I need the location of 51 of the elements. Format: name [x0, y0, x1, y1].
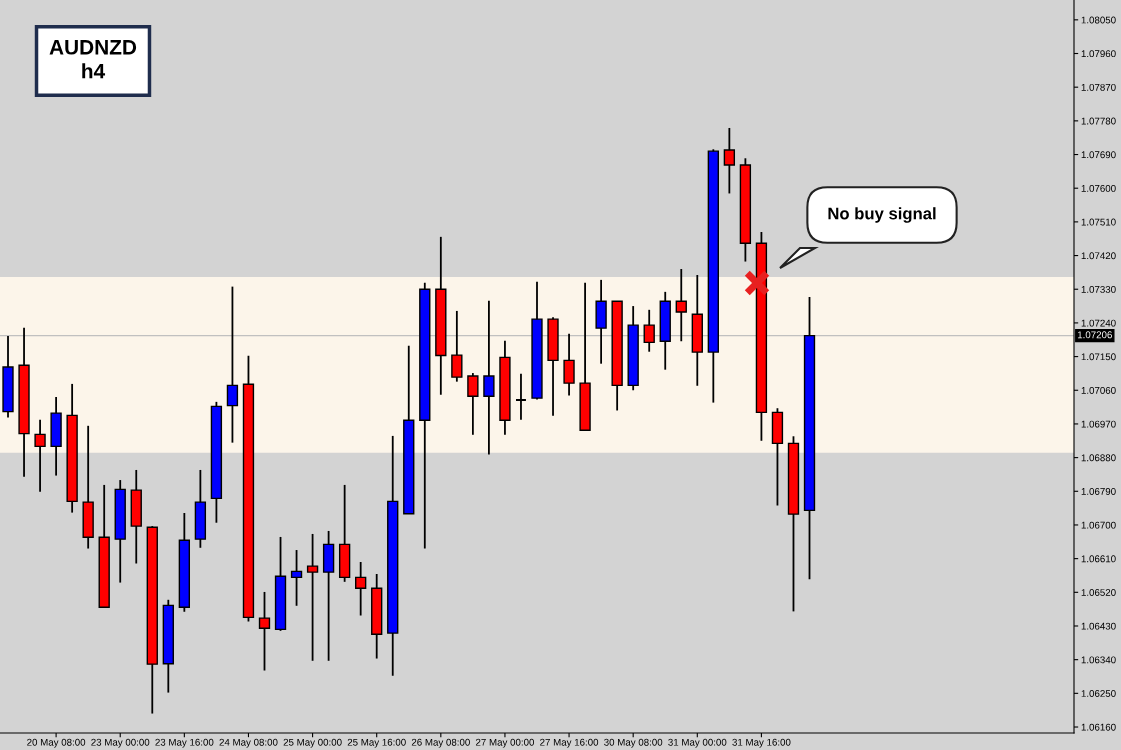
- y-tick-label: 1.06520: [1081, 589, 1116, 596]
- candlestick: [34, 418, 46, 493]
- y-tick-label: 1.06160: [1081, 723, 1116, 731]
- candlestick: [451, 310, 463, 383]
- text: AUDNZD h4: [49, 40, 137, 79]
- x-tick-label: 26 May 08:00: [411, 738, 470, 748]
- x-tick-label: 27 May 16:00: [540, 738, 599, 748]
- y-tick-label: 1.06430: [1081, 622, 1116, 630]
- candlestick: [258, 591, 271, 672]
- candlestick: [675, 268, 687, 343]
- x-tick-label: 23 May 16:00: [155, 738, 214, 748]
- y-tick-label: 1.06250: [1081, 690, 1116, 697]
- y-tick-label: 1.07330: [1081, 285, 1116, 293]
- y-tick-label: 1.06610: [1081, 555, 1116, 563]
- y-tick-label: 1.08050: [1081, 16, 1116, 24]
- candlestick: [306, 533, 319, 662]
- annotation: No buy signal: [828, 207, 936, 223]
- candlestick: [514, 372, 528, 421]
- y-tick-label: 1.07870: [1081, 83, 1116, 91]
- x-tick-label: 20 May 08:00: [27, 738, 86, 748]
- candlestick: [467, 372, 479, 436]
- y-tick-label: 1.07780: [1081, 117, 1116, 125]
- x-tick-label: 25 May 00:00: [283, 738, 342, 748]
- y-tick-label: 1.06700: [1081, 521, 1116, 529]
- ref-line-label: 1.07206: [1077, 331, 1112, 339]
- candlestick: [290, 549, 303, 607]
- x-tick-label: 27 May 00:00: [475, 738, 535, 748]
- candlestick: [643, 308, 655, 353]
- x-tick-label: 24 May 08:00: [219, 738, 278, 748]
- y-tick-label: 1.07600: [1081, 184, 1116, 192]
- y-tick-label: 1.06880: [1081, 454, 1116, 462]
- candlestick: [226, 285, 239, 444]
- candlestick: [723, 127, 736, 195]
- x-tick-label: 31 May 00:00: [668, 738, 727, 748]
- candlestick: [563, 332, 575, 397]
- candlestick: [355, 561, 367, 617]
- y-tick-label: 1.07510: [1081, 218, 1116, 226]
- x-tick-label: 23 May 00:00: [91, 738, 150, 748]
- x-tick-label: 30 May 08:00: [604, 738, 663, 748]
- y-tick-label: 1.06970: [1081, 420, 1116, 428]
- y-tick-label: 1.07150: [1081, 353, 1116, 361]
- candlestick: [483, 299, 495, 456]
- y-tick-label: 1.07960: [1081, 50, 1116, 58]
- x-tick-label: 25 May 16:00: [347, 738, 406, 748]
- y-tick-label: 1.07690: [1081, 151, 1116, 159]
- y-tick-label: 1.07420: [1081, 252, 1116, 260]
- x-tick-label: 31 May 16:00: [732, 738, 791, 748]
- y-tick-label: 1.06790: [1081, 488, 1116, 495]
- y-tick-label: 1.07240: [1081, 319, 1116, 327]
- y-tick-label: 1.06340: [1081, 656, 1116, 664]
- y-tick-label: 1.07060: [1081, 386, 1116, 394]
